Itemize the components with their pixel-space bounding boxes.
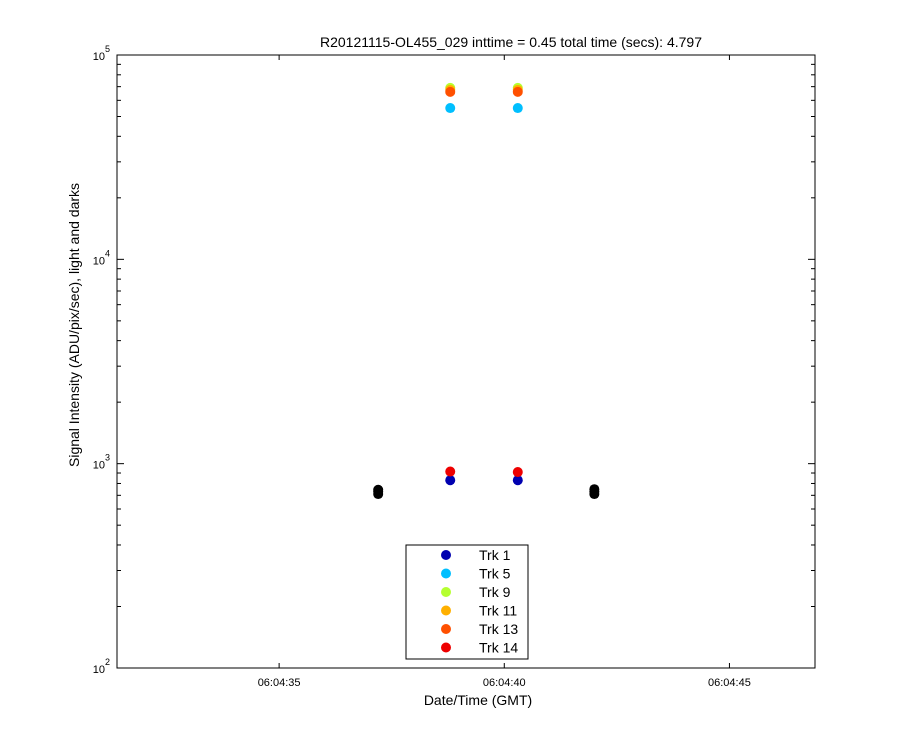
legend-label: Trk 5	[479, 566, 511, 582]
data-point	[445, 466, 456, 477]
legend-marker	[441, 642, 451, 653]
y-axis-label: Signal Intensity (ADU/pix/sec), light an…	[66, 183, 82, 467]
legend-label: Trk 1	[479, 547, 511, 563]
legend-marker	[441, 587, 451, 597]
y-tick-exponent: 5	[105, 44, 110, 54]
legend-label: Trk 14	[479, 640, 518, 656]
y-tick-label: 10	[93, 255, 105, 267]
data-point	[445, 475, 456, 486]
data-point	[512, 467, 523, 478]
legend-label: Trk 11	[479, 603, 517, 619]
legend-marker	[441, 624, 451, 634]
data-point	[512, 103, 523, 114]
data-points	[373, 82, 600, 500]
plot-frame	[116, 54, 816, 669]
data-point	[373, 484, 384, 495]
y-tick-label: 10	[93, 460, 105, 472]
data-point	[512, 86, 523, 97]
data-point	[445, 86, 456, 97]
data-point	[589, 484, 600, 495]
chart-title: R20121115-OL455_029 inttime = 0.45 total…	[320, 34, 702, 50]
data-point	[512, 475, 523, 486]
data-point	[445, 103, 456, 114]
x-tick-label: 06:04:45	[708, 677, 751, 689]
legend-label: Trk 13	[479, 621, 518, 637]
legend-marker	[441, 568, 451, 579]
x-tick-label: 06:04:35	[258, 677, 301, 689]
y-tick-label: 10	[93, 51, 105, 63]
x-tick-label: 06:04:40	[483, 677, 526, 689]
y-tick-exponent: 2	[105, 657, 110, 667]
legend-marker	[441, 550, 451, 560]
legend-box	[405, 544, 529, 660]
legend-marker	[441, 605, 451, 616]
legend: Trk 1 Trk 5 Trk 9 Trk 11 Trk 13 Trk 14	[405, 544, 529, 660]
y-tick-exponent: 4	[105, 248, 110, 258]
y-tick-exponent: 3	[105, 453, 110, 463]
x-axis-label: Date/Time (GMT)	[424, 692, 532, 708]
legend-label: Trk 9	[479, 584, 511, 600]
y-tick-label: 10	[93, 664, 105, 676]
